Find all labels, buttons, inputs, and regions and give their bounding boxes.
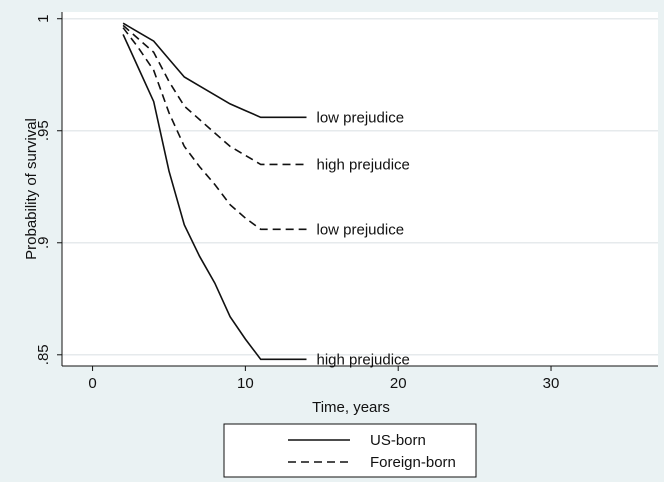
series-line-1 bbox=[122, 22, 307, 119]
y-tick-label: .85 bbox=[35, 344, 52, 365]
x-tick-label: 0 bbox=[88, 375, 96, 392]
legend: US-born Foreign-born bbox=[223, 423, 477, 478]
axes: 1 .95 .9 .85 0 10 20 30 bbox=[35, 12, 658, 392]
legend-box bbox=[223, 423, 477, 478]
series-label-3: low prejudice bbox=[317, 221, 405, 238]
legend-label-2: Foreign-born bbox=[370, 454, 456, 471]
legend-label-1: US-born bbox=[370, 432, 426, 449]
plot-area bbox=[62, 12, 658, 366]
grid-lines bbox=[62, 17, 658, 356]
x-tick-label: 10 bbox=[237, 375, 254, 392]
series-label-2: high prejudice bbox=[317, 156, 410, 173]
series-label-1: low prejudice bbox=[317, 109, 405, 126]
y-tick-label: 1 bbox=[35, 15, 52, 23]
y-tick-label: .95 bbox=[35, 120, 52, 141]
series-line-2 bbox=[122, 24, 307, 166]
series-lines bbox=[122, 22, 307, 361]
series-label-4: high prejudice bbox=[317, 351, 410, 368]
y-axis-title: Probability of survival bbox=[23, 118, 40, 260]
series-line-3 bbox=[122, 27, 307, 231]
x-tick-label: 20 bbox=[390, 375, 407, 392]
series-line-4 bbox=[122, 34, 307, 361]
x-axis-title: Time, years bbox=[312, 399, 390, 416]
x-tick-label: 30 bbox=[543, 375, 560, 392]
series-labels: low prejudice high prejudice low prejudice… bbox=[317, 109, 410, 368]
y-tick-label: .9 bbox=[35, 237, 52, 250]
